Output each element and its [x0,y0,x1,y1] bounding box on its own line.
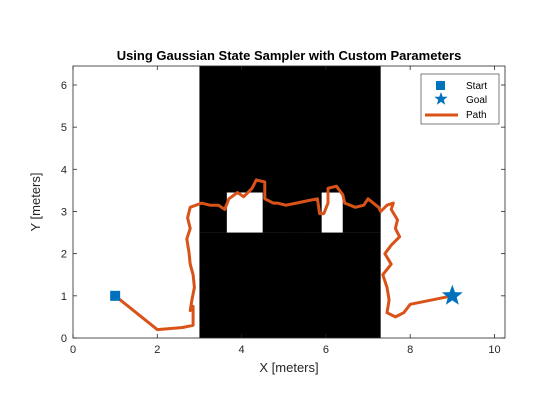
x-tick-label: 10 [488,344,500,356]
obstacle-block [271,213,278,231]
x-tick-label: 6 [323,344,329,356]
path-layer [113,178,454,332]
y-tick-label: 1 [61,291,67,303]
legend-label-goal: Goal [466,95,487,106]
x-axis: 0 2 4 6 8 10 [70,66,501,356]
y-tick-label: 3 [61,206,67,218]
y-tick-label: 0 [61,333,67,345]
obstacle-block [287,190,322,233]
obstacle-block [199,66,381,193]
legend-label-path: Path [466,110,487,121]
y-tick-label: 4 [61,164,67,176]
y-tick-label: 5 [61,122,67,134]
y-tick-label: 2 [61,249,67,261]
x-tick-label: 4 [239,344,245,356]
start-marker [110,290,121,301]
obstacle-block [342,192,381,233]
obstacle-block [351,173,362,191]
legend-label-start: Start [466,81,487,92]
y-axis: 0 1 2 3 4 5 6 [61,80,505,345]
axes-box [72,65,506,339]
y-axis-label: Y [meters] [28,172,43,231]
obstacle-block [199,192,227,233]
chart-title: Using Gaussian State Sampler with Custom… [117,48,462,63]
x-tick-label: 2 [154,344,160,356]
path-line [113,178,454,332]
obstacle-block [199,232,381,338]
x-axis-label: X [meters] [259,360,318,375]
legend-goal-marker [434,92,448,105]
y-tick-label: 6 [61,80,67,92]
x-tick-label: 0 [70,344,76,356]
x-tick-label: 8 [407,344,413,356]
marker-layer [110,284,463,305]
obstacle-map [199,66,381,338]
legend: Start Goal Path [420,73,500,125]
goal-marker [441,284,463,305]
legend-start-marker [436,81,445,90]
